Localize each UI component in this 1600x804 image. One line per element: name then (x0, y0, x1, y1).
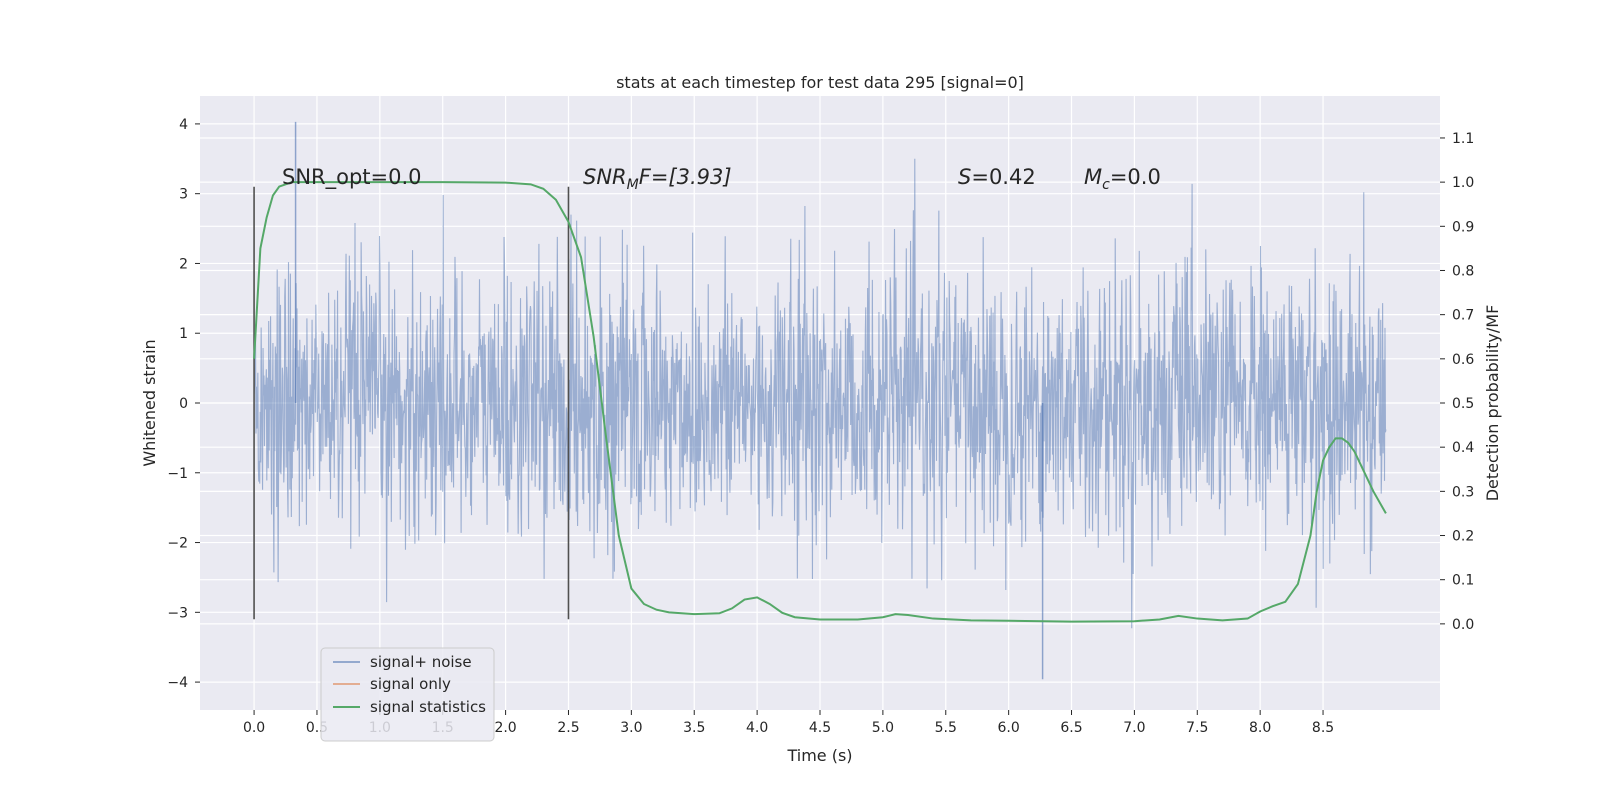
annotations: SNR_opt=0.0 SNRMF=[3.93] S=0.42 Mc=0.0 (282, 165, 1161, 193)
y-right-tick-label: 0.4 (1452, 440, 1474, 456)
series-signal-noise (253, 121, 1387, 680)
y-tick-label: 4 (179, 117, 188, 133)
y-tick-label: 0 (179, 396, 188, 412)
annotation-snr-opt: SNR_opt=0.0 (282, 165, 422, 190)
y-right-tick-label: 1.1 (1452, 131, 1474, 147)
x-tick-label: 6.5 (1060, 720, 1082, 736)
x-tick-label: 2.5 (557, 720, 579, 736)
x-tick-label: 8.0 (1249, 720, 1271, 736)
y-tick-label: 3 (179, 187, 188, 203)
x-tick-label: 8.5 (1312, 720, 1334, 736)
series-signal-statistics (253, 181, 1387, 623)
x-tick-label: 7.5 (1186, 720, 1208, 736)
annotation-s: S=0.42 (958, 165, 1036, 189)
annotation-mc: Mc=0.0 (1084, 165, 1161, 193)
y-right-tick-label: 0.3 (1452, 484, 1474, 500)
legend: signal+ noise signal only signal statist… (320, 647, 495, 742)
y-right-tick-label: 0.6 (1452, 352, 1474, 368)
y-right-tick-label: 0.5 (1452, 396, 1474, 412)
x-tick-label: 5.5 (935, 720, 957, 736)
y-right-tick-label: 0.1 (1452, 573, 1474, 589)
tick-labels: 0.00.51.01.52.02.53.03.54.04.55.05.56.06… (167, 117, 1474, 736)
x-tick-label: 6.0 (998, 720, 1020, 736)
legend-label-signal-only: signal only (370, 675, 451, 693)
y-right-tick-label: 0.9 (1452, 219, 1474, 235)
y-right-tick-label: 0.8 (1452, 263, 1474, 279)
legend-label-signal-noise: signal+ noise (370, 653, 472, 671)
x-tick-label: 5.0 (872, 720, 894, 736)
x-axis-label: Time (s) (786, 746, 852, 765)
x-tick-label: 2.0 (494, 720, 516, 736)
marker-lines (253, 186, 570, 620)
y-right-tick-label: 0.2 (1452, 529, 1474, 545)
x-tick-label: 0.0 (243, 720, 265, 736)
y-tick-label: −4 (167, 675, 188, 691)
y-right-tick-label: 0.0 (1452, 617, 1474, 633)
legend-label-signal-statistics: signal statistics (370, 698, 486, 716)
y-tick-label: −1 (167, 466, 188, 482)
y-right-tick-label: 0.7 (1452, 308, 1474, 324)
x-tick-label: 4.5 (809, 720, 831, 736)
signal-statistics-line (253, 181, 1387, 623)
y-tick-label: 2 (179, 256, 188, 272)
y-tick-label: −3 (167, 605, 188, 621)
annotation-snr-mf: SNRMF=[3.93] (583, 165, 732, 193)
chart-title: stats at each timestep for test data 295… (616, 73, 1024, 92)
x-tick-label: 3.5 (683, 720, 705, 736)
y-right-tick-label: 1.0 (1452, 175, 1474, 191)
legend-box (320, 647, 495, 742)
x-tick-label: 4.0 (746, 720, 768, 736)
y-axis-label: Whitened strain (140, 339, 159, 466)
y-right-axis-label: Detection probability/MF (1483, 305, 1502, 502)
x-tick-label: 3.0 (620, 720, 642, 736)
y-tick-label: 1 (179, 326, 188, 342)
y-tick-label: −2 (167, 536, 188, 552)
signal-noise-line (253, 158, 1387, 629)
x-tick-label: 7.0 (1123, 720, 1145, 736)
